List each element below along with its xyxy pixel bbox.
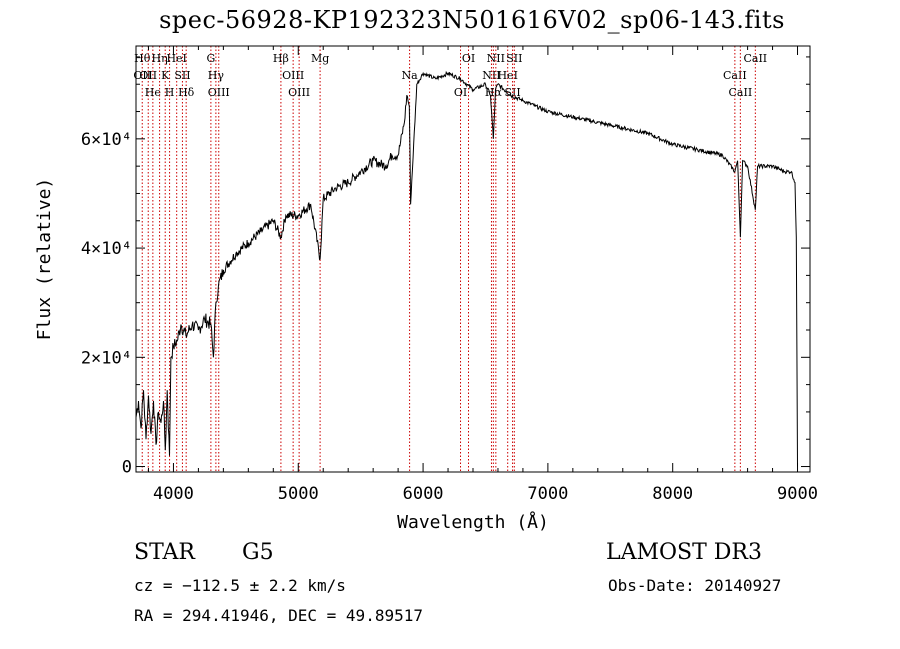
line-marker-label: OIII bbox=[208, 86, 230, 99]
line-marker-label: CaII bbox=[729, 86, 753, 99]
plot-frame bbox=[135, 45, 811, 473]
line-marker-label: Mg bbox=[311, 52, 329, 65]
x-tick-label: 7000 bbox=[527, 484, 568, 504]
y-tick-label: 2×10⁴ bbox=[81, 348, 132, 368]
spectrum-line bbox=[135, 70, 798, 467]
line-marker-label: K bbox=[161, 69, 170, 82]
line-marker-label: OII bbox=[139, 69, 157, 82]
obs-date-label: Obs-Date: 20140927 bbox=[608, 576, 782, 595]
page-title: spec-56928-KP192323N501616V02_sp06-143.f… bbox=[159, 6, 785, 34]
object-subclass: G5 bbox=[242, 540, 274, 565]
line-marker-label: He bbox=[145, 86, 161, 99]
survey-label: LAMOST DR3 bbox=[606, 540, 762, 565]
line-marker-label: Na bbox=[402, 69, 419, 82]
line-marker-label: CaII bbox=[743, 52, 767, 65]
x-tick-label: 6000 bbox=[403, 484, 444, 504]
line-marker-label: Hη bbox=[151, 52, 167, 65]
line-marker-label: Hβ bbox=[273, 52, 289, 65]
x-axis-label: Wavelength (Å) bbox=[397, 511, 549, 533]
line-marker-label: HeI bbox=[166, 52, 186, 65]
y-tick-label: 6×10⁴ bbox=[81, 130, 132, 150]
x-tick-label: 9000 bbox=[777, 484, 818, 504]
line-marker-label: HeI bbox=[497, 69, 517, 82]
line-marker-label: OI bbox=[454, 86, 467, 99]
line-marker-label: SII bbox=[504, 86, 520, 99]
x-tick-label: 5000 bbox=[278, 484, 319, 504]
line-marker-label: Hδ bbox=[178, 86, 195, 99]
line-marker-label: OII bbox=[133, 69, 151, 82]
x-tick-label: 8000 bbox=[652, 484, 693, 504]
line-marker-label: Hθ bbox=[134, 52, 151, 65]
object-class: STAR bbox=[134, 540, 195, 565]
line-marker-label: H bbox=[165, 86, 175, 99]
redshift-label: cz = −112.5 ± 2.2 km/s bbox=[134, 576, 346, 595]
line-marker-label: CaII bbox=[723, 69, 747, 82]
coordinates-label: RA = 294.41946, DEC = 49.89517 bbox=[134, 606, 423, 625]
line-marker-label: Hα bbox=[485, 86, 503, 99]
line-marker-label: Hγ bbox=[208, 69, 225, 82]
line-marker-label: OIII bbox=[288, 86, 310, 99]
line-marker-label: SII bbox=[506, 52, 522, 65]
line-marker-label: SII bbox=[174, 69, 190, 82]
line-marker-label: NII bbox=[487, 52, 505, 65]
line-marker-label: G bbox=[206, 52, 215, 65]
y-tick-label: 4×10⁴ bbox=[81, 239, 132, 259]
y-axis-label: Flux (relative) bbox=[34, 178, 55, 341]
line-marker-label: OIII bbox=[282, 69, 304, 82]
y-tick-label: 0 bbox=[122, 458, 132, 478]
line-marker-label: OI bbox=[462, 52, 475, 65]
x-tick-label: 4000 bbox=[153, 484, 194, 504]
